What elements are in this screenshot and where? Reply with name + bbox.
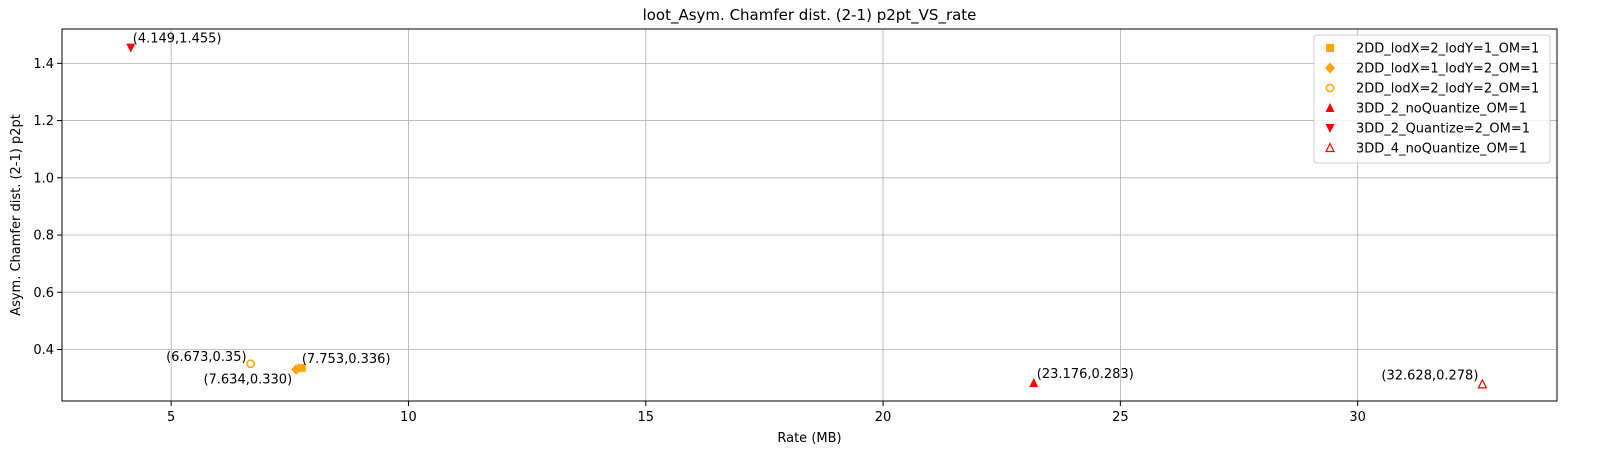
y-tick-label: 0.6 bbox=[33, 286, 54, 301]
x-tick-label: 20 bbox=[875, 410, 892, 425]
legend-marker-octagon-open bbox=[1325, 83, 1335, 93]
point-annotation: (23.176,0.283) bbox=[1037, 367, 1134, 382]
marker-square bbox=[297, 363, 306, 372]
legend-entry-label: 2DD_lodX=2_lodY=1_OM=1 bbox=[1356, 42, 1539, 57]
legend-box bbox=[1313, 34, 1551, 164]
legend-marker-triangle-up bbox=[1325, 103, 1335, 112]
legend-entry-label: 2DD_lodX=2_lodY=2_OM=1 bbox=[1356, 82, 1539, 97]
point-annotation: (7.634,0.330) bbox=[203, 373, 292, 388]
legend-marker-triangle-up-open bbox=[1325, 142, 1335, 153]
x-tick-label: 15 bbox=[637, 410, 654, 425]
x-tick-label: 5 bbox=[167, 410, 175, 425]
marker-octagon-open bbox=[246, 359, 255, 369]
x-tick-label: 30 bbox=[1349, 410, 1366, 425]
legend-marker-square bbox=[1326, 44, 1334, 52]
y-tick-label: 1.2 bbox=[33, 114, 54, 129]
y-tick-label: 1.4 bbox=[33, 57, 54, 72]
marker-triangle-up-open bbox=[1477, 378, 1488, 389]
point-annotation: (6.673,0.35) bbox=[166, 350, 246, 365]
chart-title: loot_Asym. Chamfer dist. (2-1) p2pt_VS_r… bbox=[643, 6, 977, 25]
legend-marker-diamond bbox=[1325, 62, 1335, 74]
marker-diamond bbox=[291, 364, 302, 376]
y-tick-label: 0.8 bbox=[33, 229, 54, 244]
axis-ticks: 5 10 15 20 25 30 0.4 0.6 0.8 1.0 1.2 1.4 bbox=[33, 57, 1366, 425]
marker-triangle-up bbox=[1029, 377, 1039, 387]
plot-frame bbox=[61, 28, 1558, 402]
y-tick-label: 1.0 bbox=[33, 171, 54, 186]
x-axis-title: Rate (MB) bbox=[777, 431, 841, 446]
point-annotation: (4.149,1.455) bbox=[133, 32, 222, 47]
data-annotations: (7.753,0.336) (7.634,0.330) (6.673,0.35) (2… bbox=[133, 32, 1479, 388]
marker-triangle-down bbox=[126, 43, 136, 53]
x-tick-label: 25 bbox=[1112, 410, 1129, 425]
legend-entry-label: 2DD_lodX=1_lodY=2_OM=1 bbox=[1356, 62, 1539, 77]
point-annotation: (32.628,0.278) bbox=[1381, 368, 1478, 383]
legend-entry-label: 3DD_4_noQuantize_OM=1 bbox=[1356, 142, 1527, 157]
legend-entry-label: 3DD_2_noQuantize_OM=1 bbox=[1356, 102, 1527, 117]
legend-marker-triangle-down bbox=[1325, 124, 1335, 133]
data-markers bbox=[126, 43, 1488, 389]
legend: 2DD_lodX=2_lodY=1_OM=1 2DD_lodX=1_lodY=2_… bbox=[1313, 34, 1551, 164]
legend-entry-label: 3DD_2_Quantize=2_OM=1 bbox=[1356, 122, 1530, 137]
point-annotation: (7.753,0.336) bbox=[302, 352, 391, 367]
y-axis-title: Asym. Chamfer dist. (2-1) p2pt bbox=[9, 114, 24, 316]
y-tick-label: 0.4 bbox=[33, 343, 54, 358]
x-tick-label: 10 bbox=[400, 410, 417, 425]
